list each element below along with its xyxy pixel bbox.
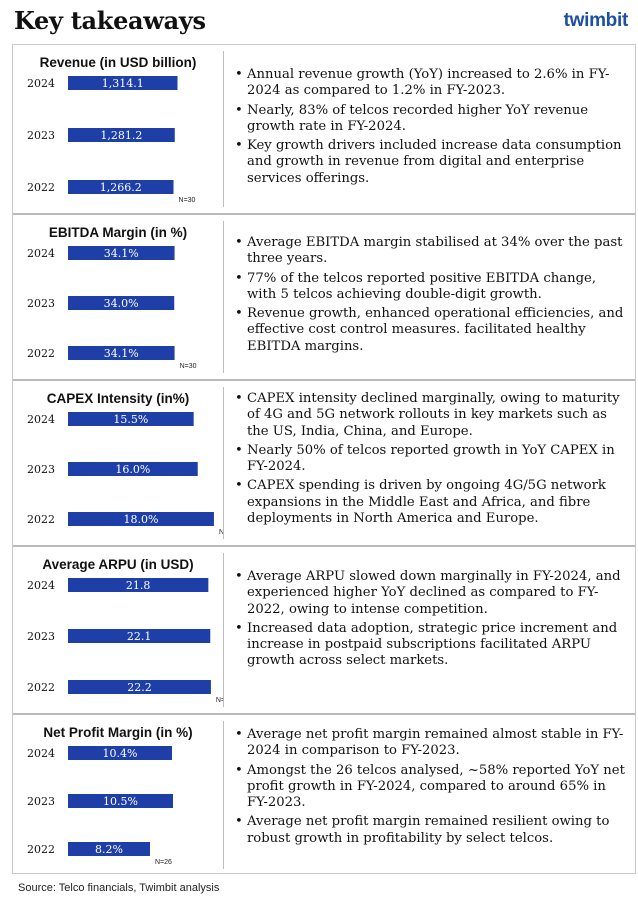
bar [68, 680, 211, 694]
data-label: 34.1% [104, 247, 139, 260]
sample-size-note: N=30 [179, 197, 196, 204]
bar [68, 412, 194, 426]
bullet-item: Average net profit margin remained almos… [235, 727, 625, 760]
bar [68, 180, 174, 194]
bullet-item: Revenue growth, enhanced operational eff… [235, 306, 625, 355]
category-label: 2023 [27, 630, 55, 643]
data-label: 21.8 [126, 579, 151, 592]
source-note: Source: Telco financials, Twimbit analys… [18, 882, 220, 894]
chart-capex: 2024 15.5% 2023 16.0% 2022 18.0% N=24 [13, 381, 223, 545]
data-label: 1,314.1 [102, 77, 144, 90]
category-label: 2023 [27, 795, 55, 808]
chart-title: Revenue (in USD billion) [39, 55, 197, 70]
bullet-list: CAPEX intensity declined marginally, owi… [235, 391, 625, 530]
data-label: 22.2 [127, 681, 152, 694]
chart-title: CAPEX Intensity (in%) [46, 391, 190, 406]
chart-title: Average ARPU (in USD) [42, 557, 194, 572]
chart-svg: 2024 21.8 2023 22.1 2022 22.2 N=14 [27, 578, 223, 704]
data-label: 10.4% [103, 747, 138, 760]
sample-size-note: N=24 [219, 529, 223, 536]
bar [68, 842, 150, 856]
panel-revenue: Revenue (in USD billion) 2024 1,314.1 2023… [13, 45, 635, 213]
bar [68, 246, 175, 260]
chart-title: EBITDA Margin (in %) [48, 225, 188, 240]
panel-arpu: Average ARPU (in USD) 2024 21.8 2023 22.1 20… [13, 545, 635, 713]
chart-revenue: 2024 1,314.1 2023 1,281.2 2022 1,266.2 N=30 [13, 45, 223, 213]
sample-size-note: N=26 [155, 859, 172, 866]
bar [68, 512, 214, 526]
panel-net-profit: Net Profit Margin (in %) 2024 10.4% 2023 10… [13, 713, 635, 875]
bullet-list: Average ARPU slowed down marginally in F… [235, 569, 625, 673]
data-label: 34.0% [104, 297, 139, 310]
panel-divider [223, 387, 224, 539]
data-label: 34.1% [104, 347, 139, 360]
data-label: 15.5% [113, 413, 148, 426]
category-label: 2023 [27, 129, 55, 142]
bullet-list: Average net profit margin remained almos… [235, 727, 625, 850]
bullet-item: Annual revenue growth (YoY) increased to… [235, 67, 625, 100]
bullet-item: CAPEX spending is driven by ongoing 4G/5… [235, 478, 625, 527]
chart-svg: 2024 10.4% 2023 10.5% 2022 8.2% N=26 [27, 746, 173, 866]
category-label: 2023 [27, 297, 55, 310]
bullet-item: Nearly, 83% of telcos recorded higher Yo… [235, 103, 625, 136]
bar [68, 578, 209, 592]
page-title: Key takeaways [14, 6, 206, 35]
bullet-item: Increased data adoption, strategic price… [235, 621, 625, 670]
chart-net-profit: 2024 10.4% 2023 10.5% 2022 8.2% N=26 [13, 715, 223, 875]
bullet-item: 77% of the telcos reported positive EBIT… [235, 271, 625, 304]
category-label: 2022 [27, 681, 55, 694]
category-label: 2024 [27, 579, 55, 592]
bar [68, 346, 175, 360]
data-label: 10.5% [103, 795, 138, 808]
category-label: 2024 [27, 747, 55, 760]
panel-divider [223, 221, 224, 373]
panel-ebitda: EBITDA Margin (in %) 2024 34.1% 2023 34.0% 2… [13, 213, 635, 379]
sample-size-note: N=14 [216, 697, 223, 704]
category-label: 2022 [27, 181, 55, 194]
bullet-item: Average net profit margin remained resil… [235, 814, 625, 847]
bar [68, 128, 175, 142]
bar [68, 462, 198, 476]
bar [68, 746, 172, 760]
panel-divider [223, 721, 224, 869]
panel-capex: CAPEX Intensity (in%) 2024 15.5% 2023 16.0%… [13, 379, 635, 545]
bar [68, 629, 211, 643]
brand-logo: twimbit [563, 10, 629, 31]
chart-svg: 2024 1,314.1 2023 1,281.2 2022 1,266.2 N=30 [27, 76, 196, 204]
category-label: 2024 [27, 247, 55, 260]
chart-ebitda: 2024 34.1% 2023 34.0% 2022 34.1% N=30 [13, 215, 223, 379]
bullet-list: Average EBITDA margin stabilised at 34% … [235, 235, 625, 358]
category-label: 2024 [27, 413, 55, 426]
bullet-list: Annual revenue growth (YoY) increased to… [235, 67, 625, 190]
panel-divider [223, 51, 224, 207]
chart-svg: 2024 15.5% 2023 16.0% 2022 18.0% N=24 [27, 412, 223, 536]
bar [68, 296, 175, 310]
category-label: 2022 [27, 513, 55, 526]
bullet-item: Average ARPU slowed down marginally in F… [235, 569, 625, 618]
sample-size-note: N=30 [180, 363, 197, 370]
data-label: 8.2% [95, 843, 123, 856]
category-label: 2022 [27, 347, 55, 360]
bullet-item: Key growth drivers included increase dat… [235, 138, 625, 187]
bullet-item: Average EBITDA margin stabilised at 34% … [235, 235, 625, 268]
chart-svg: 2024 34.1% 2023 34.0% 2022 34.1% N=30 [27, 246, 197, 370]
data-label: 16.0% [115, 463, 150, 476]
bar [68, 794, 173, 808]
data-label: 1,266.2 [100, 181, 142, 194]
data-label: 22.1 [127, 630, 152, 643]
chart-arpu: 2024 21.8 2023 22.1 2022 22.2 N=14 [13, 547, 223, 713]
bar [68, 76, 178, 90]
category-label: 2023 [27, 463, 55, 476]
bullet-item: Amongst the 26 telcos analysed, ~58% rep… [235, 763, 625, 812]
panel-divider [223, 553, 224, 707]
takeaways-frame: Revenue (in USD billion) 2024 1,314.1 2023… [12, 44, 636, 874]
data-label: 1,281.2 [100, 129, 142, 142]
data-label: 18.0% [123, 513, 158, 526]
bullet-item: CAPEX intensity declined marginally, owi… [235, 391, 625, 440]
category-label: 2022 [27, 843, 55, 856]
chart-title: Net Profit Margin (in %) [43, 725, 193, 740]
bullet-item: Nearly 50% of telcos reported growth in … [235, 443, 625, 476]
category-label: 2024 [27, 77, 55, 90]
